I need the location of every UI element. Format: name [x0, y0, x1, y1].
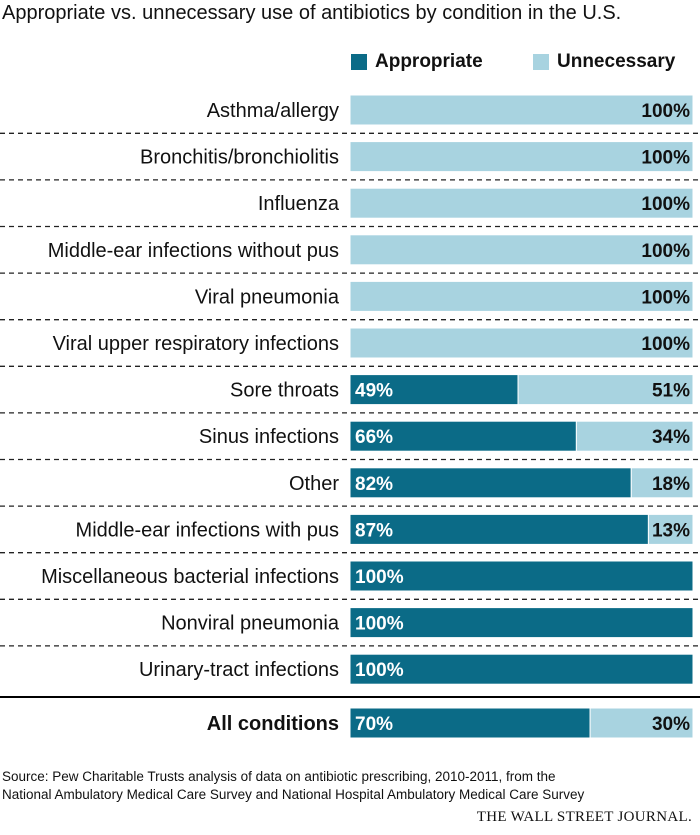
publisher-credit: THE WALL STREET JOURNAL.	[476, 809, 692, 825]
bar-unnecessary-other	[630, 467, 694, 499]
stacked-bar-chart: Asthma/allergy 100% Bronchitis/bronchiolit…	[0, 94, 700, 739]
data-label-appropriate-other: 82%	[355, 474, 393, 495]
data-label-appropriate-sinus-infections: 66%	[355, 427, 393, 448]
data-label-unnecessary-middle-ear-infections-without-pus: 100%	[641, 241, 690, 262]
data-label-appropriate-all-conditions: 70%	[355, 714, 393, 735]
category-label-all-conditions: All conditions	[207, 713, 339, 735]
legend-item-appropriate: Appropriate	[351, 50, 483, 74]
category-label-sore-throats: Sore throats	[230, 380, 339, 402]
category-label-asthma-allergy: Asthma/allergy	[207, 100, 339, 122]
category-label-viral-pneumonia: Viral pneumonia	[195, 286, 340, 308]
legend-label-unnecessary: Unnecessary	[557, 51, 676, 72]
data-label-appropriate-nonviral-pneumonia: 100%	[355, 614, 404, 635]
category-label-middle-ear-infections-without-pus: Middle-ear infections without pus	[48, 240, 339, 262]
bar-appropriate-sinus-infections	[349, 420, 577, 452]
category-label-influenza: Influenza	[258, 193, 340, 215]
category-label-nonviral-pneumonia: Nonviral pneumonia	[161, 613, 340, 635]
bar-unnecessary-viral-pneumonia	[349, 280, 694, 312]
bar-unnecessary-viral-upper-respiratory-infections	[349, 327, 694, 359]
category-label-bronchitis-bronchiolitis: Bronchitis/bronchiolitis	[140, 147, 339, 169]
data-label-unnecessary-asthma-allergy: 100%	[641, 101, 690, 122]
legend-item-unnecessary: Unnecessary	[533, 50, 675, 74]
bar-unnecessary-sore-throats	[517, 374, 694, 406]
bar-appropriate-urinary-tract-infections	[349, 653, 694, 685]
bar-unnecessary-asthma-allergy	[349, 94, 694, 126]
bar-unnecessary-bronchitis-bronchiolitis	[349, 141, 694, 173]
source-line-1: Source: Pew Charitable Trusts analysis o…	[2, 769, 556, 784]
source-line-2: National Ambulatory Medical Care Survey …	[2, 787, 585, 802]
bar-unnecessary-sinus-infections	[575, 420, 694, 452]
data-label-unnecessary-sore-throats: 51%	[652, 381, 690, 402]
category-label-middle-ear-infections-with-pus: Middle-ear infections with pus	[76, 519, 339, 541]
data-label-unnecessary-sinus-infections: 34%	[652, 427, 690, 448]
category-label-miscellaneous-bacterial-infections: Miscellaneous bacterial infections	[41, 566, 339, 588]
legend-label-appropriate: Appropriate	[375, 51, 483, 72]
category-label-other: Other	[289, 473, 339, 495]
category-label-urinary-tract-infections: Urinary-tract infections	[139, 659, 339, 681]
data-label-unnecessary-influenza: 100%	[641, 194, 690, 215]
data-label-appropriate-middle-ear-infections-with-pus: 87%	[355, 520, 393, 541]
data-label-appropriate-miscellaneous-bacterial-infections: 100%	[355, 567, 404, 588]
data-label-unnecessary-all-conditions: 30%	[652, 714, 690, 735]
data-label-appropriate-urinary-tract-infections: 100%	[355, 660, 404, 681]
bar-appropriate-middle-ear-infections-with-pus	[349, 513, 649, 545]
legend-swatch-unnecessary	[533, 54, 549, 70]
bar-appropriate-nonviral-pneumonia	[349, 607, 694, 639]
bar-appropriate-all-conditions	[349, 707, 591, 739]
bar-appropriate-other	[349, 467, 632, 499]
chart-title: Appropriate vs. unnecessary use of antib…	[2, 2, 622, 24]
bar-unnecessary-all-conditions	[589, 707, 694, 739]
bar-appropriate-miscellaneous-bacterial-infections	[349, 560, 694, 592]
bar-unnecessary-middle-ear-infections-without-pus	[349, 234, 694, 266]
data-label-unnecessary-middle-ear-infections-with-pus: 13%	[652, 520, 690, 541]
bar-unnecessary-influenza	[349, 187, 694, 219]
data-label-unnecessary-other: 18%	[652, 474, 690, 495]
category-label-viral-upper-respiratory-infections: Viral upper respiratory infections	[53, 333, 339, 355]
data-label-unnecessary-viral-upper-respiratory-infections: 100%	[641, 334, 690, 355]
data-label-unnecessary-bronchitis-bronchiolitis: 100%	[641, 148, 690, 169]
category-label-sinus-infections: Sinus infections	[199, 426, 339, 448]
bar-unnecessary-middle-ear-infections-with-pus	[647, 513, 694, 545]
data-label-unnecessary-viral-pneumonia: 100%	[641, 287, 690, 308]
source-note: Source: Pew Charitable Trusts analysis o…	[2, 768, 698, 804]
legend-swatch-appropriate	[351, 54, 367, 70]
data-label-appropriate-sore-throats: 49%	[355, 381, 393, 402]
